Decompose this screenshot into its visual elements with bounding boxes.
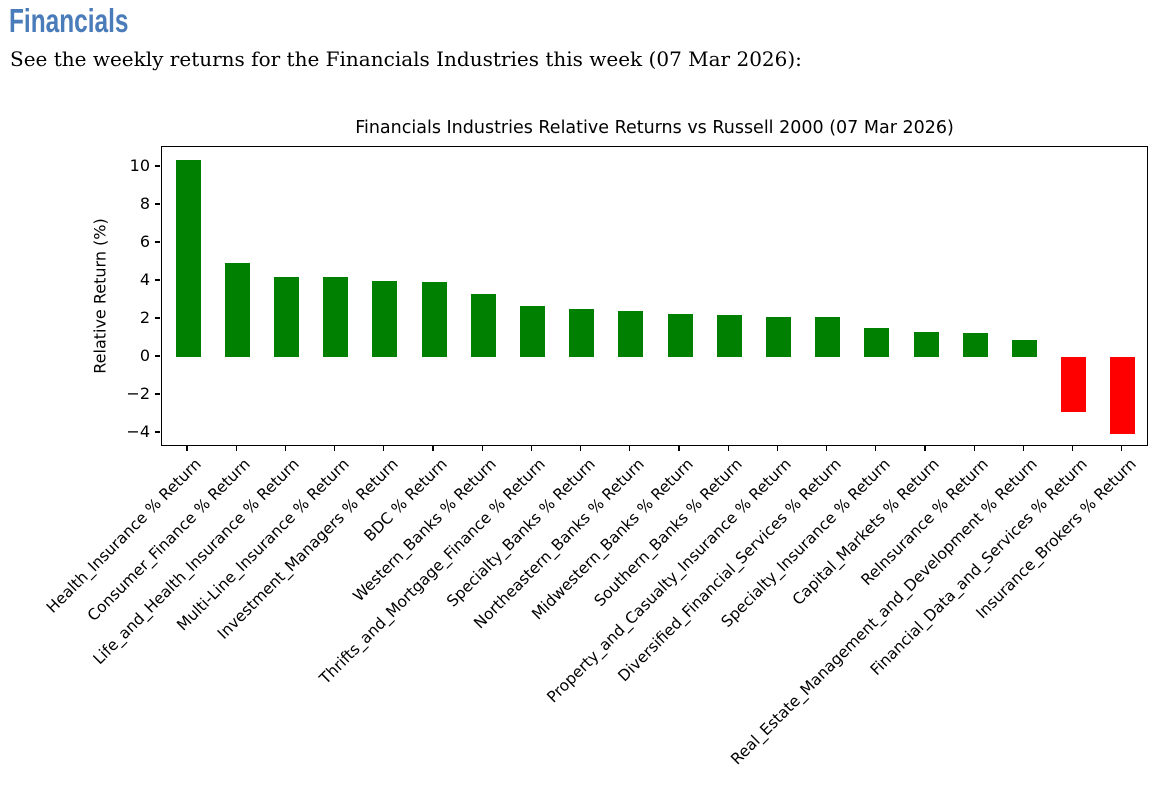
bar: [1110, 356, 1136, 434]
bar: [519, 305, 545, 357]
bar: [175, 160, 201, 357]
y-tick-label: 4: [139, 269, 150, 289]
y-tick-label: −2: [126, 383, 150, 403]
bar: [667, 314, 693, 357]
x-tick-mark: [629, 446, 631, 451]
y-tick-label: 10: [129, 155, 150, 175]
y-tick-label: 8: [139, 193, 150, 213]
bar: [618, 311, 644, 357]
financials-returns-bar-chart: Financials Industries Relative Returns v…: [0, 108, 1160, 786]
x-tick-mark: [1071, 446, 1074, 451]
x-tick-mark: [875, 446, 877, 451]
bar: [470, 294, 496, 357]
x-tick-mark: [776, 446, 779, 451]
y-tick-label: 6: [139, 231, 150, 251]
bar: [323, 277, 349, 357]
plot-area: [161, 146, 1148, 446]
y-tick-mark: [155, 279, 160, 281]
bar: [569, 309, 595, 357]
x-tick-mark: [579, 446, 582, 451]
page-description: See the weekly returns for the Financial…: [10, 47, 802, 71]
x-tick-label: Thrifts_and_Mortgage_Finance % Return: [316, 455, 550, 688]
bar: [765, 317, 791, 357]
x-tick-mark: [481, 446, 483, 451]
chart-title: Financials Industries Relative Returns v…: [355, 118, 954, 138]
x-tick-mark: [1121, 446, 1123, 451]
x-tick-mark: [383, 446, 385, 451]
x-tick-mark: [530, 446, 533, 451]
y-tick-mark: [155, 165, 160, 167]
bar: [962, 333, 988, 357]
bar: [372, 280, 398, 357]
y-tick-mark: [155, 431, 160, 433]
x-tick-mark: [333, 446, 336, 451]
x-tick-mark: [678, 446, 680, 451]
x-tick-label: Life_and_Health_Insurance % Return: [90, 455, 304, 669]
x-tick-label: Investment_Managers % Return: [213, 455, 402, 643]
bar: [273, 277, 299, 357]
x-tick-mark: [825, 446, 828, 451]
y-tick-label: 0: [139, 345, 150, 365]
x-tick-mark: [432, 446, 434, 451]
bar: [1011, 339, 1037, 357]
y-tick-label: −4: [126, 421, 150, 441]
x-tick-mark: [727, 446, 729, 451]
x-tick-mark: [924, 446, 926, 451]
y-tick-mark: [155, 203, 160, 205]
bar: [1061, 356, 1087, 413]
x-tick-mark: [973, 446, 975, 451]
x-tick-mark: [284, 446, 287, 451]
page-title: Financials: [9, 2, 129, 39]
bar: [716, 315, 742, 357]
x-tick-mark: [186, 446, 188, 451]
y-tick-label: 2: [139, 307, 150, 327]
y-tick-mark: [155, 241, 160, 243]
y-tick-mark: [155, 355, 160, 357]
bar: [864, 327, 890, 357]
y-tick-mark: [155, 393, 160, 395]
x-tick-mark: [1022, 446, 1025, 451]
x-tick-mark: [235, 446, 237, 451]
bar: [913, 332, 939, 357]
y-tick-mark: [155, 317, 160, 319]
bar: [815, 317, 841, 357]
bar: [224, 262, 250, 357]
bar: [421, 281, 447, 357]
